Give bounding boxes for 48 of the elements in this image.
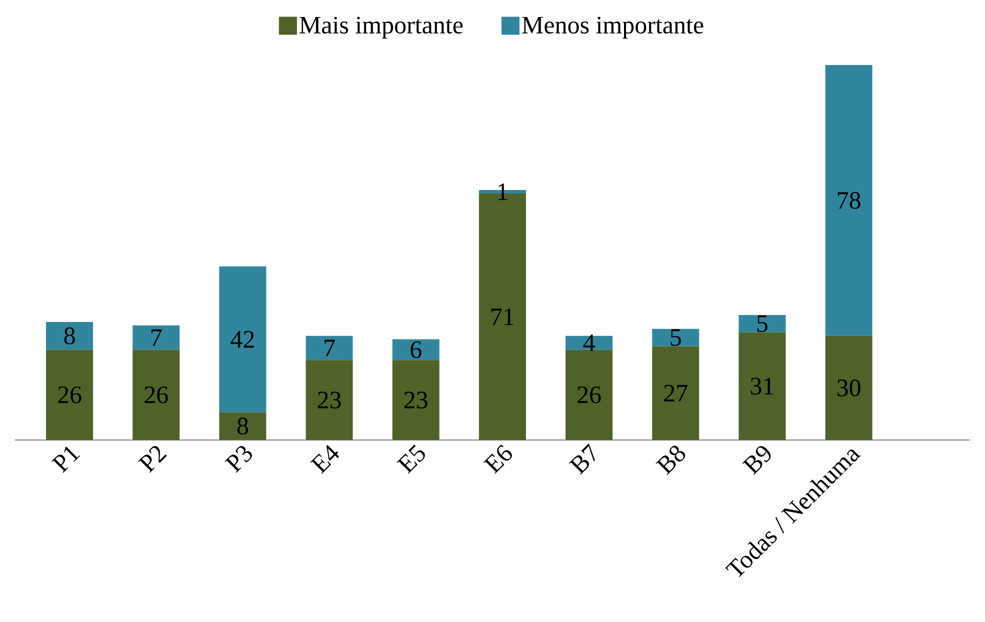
data-label: 26 (144, 386, 168, 404)
bar (738, 314, 786, 332)
bar (46, 322, 94, 350)
bar (652, 328, 700, 346)
bar (652, 346, 700, 440)
data-label: 26 (58, 386, 82, 404)
x-tick-label: P3 (224, 446, 252, 473)
data-label: 31 (750, 378, 774, 395)
bar (566, 350, 613, 440)
x-tick-label: B8 (656, 446, 686, 475)
data-label: 5 (757, 315, 768, 332)
x-tick-label: E6 (483, 444, 512, 474)
bar (46, 350, 94, 440)
data-label: 7 (152, 329, 162, 346)
bar (738, 332, 786, 440)
x-tick-label: E4 (310, 444, 340, 474)
x-tick-label: E5 (396, 444, 425, 474)
bar (306, 360, 353, 440)
legend-label: Mais importante (300, 16, 463, 39)
bar (306, 336, 353, 360)
bar (392, 339, 440, 360)
bar (825, 336, 872, 440)
data-label: 27 (664, 384, 688, 402)
data-label: 5 (670, 329, 681, 346)
data-label: 6 (410, 341, 422, 358)
x-tick-label: P1 (51, 446, 80, 473)
bar (825, 64, 872, 336)
data-label: 26 (578, 386, 601, 404)
bar (392, 360, 440, 440)
data-label: 8 (237, 418, 248, 435)
bar (132, 350, 180, 440)
data-label: 1 (498, 183, 508, 200)
data-label: 23 (318, 392, 341, 408)
x-tick-label: P2 (138, 446, 167, 473)
bar (132, 325, 180, 350)
bar (219, 412, 266, 440)
data-label: 7 (324, 340, 335, 356)
data-label: 71 (492, 308, 514, 325)
legend-label: Menos importante (522, 16, 704, 39)
x-tick-label: B7 (568, 444, 595, 475)
data-label: 4 (583, 334, 595, 351)
data-label: 30 (838, 379, 860, 396)
bar (219, 266, 266, 412)
data-label: 42 (230, 331, 254, 348)
data-label: 78 (838, 192, 860, 209)
data-label: 8 (64, 327, 75, 344)
x-tick-label: B9 (742, 446, 771, 475)
data-label: 23 (404, 392, 428, 408)
